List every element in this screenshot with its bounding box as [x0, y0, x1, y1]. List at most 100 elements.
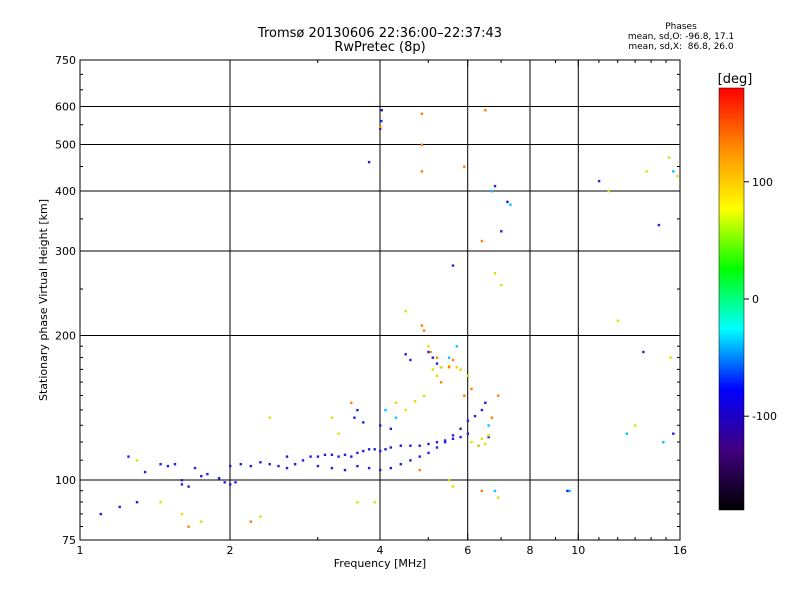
echo-point — [459, 435, 462, 439]
x-tick-label: 16 — [673, 544, 687, 557]
echo-point — [159, 463, 162, 466]
echo-point — [384, 448, 387, 451]
echo-point — [431, 356, 434, 359]
echo-point — [466, 374, 470, 377]
echo-point — [634, 424, 637, 427]
echo-point — [193, 466, 197, 470]
echo-point — [607, 190, 610, 193]
echo-point — [418, 444, 421, 447]
echo-point — [427, 442, 430, 446]
echo-point — [447, 366, 451, 369]
echo-point — [497, 394, 500, 397]
echo-point — [379, 127, 382, 130]
x-axis-label: Frequency [MHz] — [334, 557, 426, 570]
echo-point — [373, 501, 376, 504]
echo-point — [285, 466, 289, 470]
echo-point — [350, 455, 353, 458]
y-tick-label: 100 — [55, 474, 76, 487]
echo-point — [143, 470, 147, 474]
echo-point — [480, 239, 484, 243]
echo-point — [435, 362, 439, 365]
chart-subtitle: RwPretec (8p) — [334, 40, 426, 55]
echo-point — [379, 125, 382, 128]
x-axis: 1 2 4 6 8 10 16 — [77, 60, 687, 557]
echo-point — [451, 434, 455, 437]
echo-point — [487, 435, 490, 439]
echo-point — [470, 387, 473, 391]
echo-point — [316, 455, 320, 458]
echo-point — [223, 481, 226, 484]
echo-point — [625, 432, 628, 435]
echo-point — [180, 483, 184, 486]
echo-point — [435, 374, 439, 377]
echo-point — [490, 416, 493, 419]
echo-point — [455, 366, 458, 369]
echo-point — [356, 464, 359, 468]
echo-point — [435, 446, 439, 449]
echo-point — [135, 459, 139, 462]
echo-point — [420, 112, 424, 115]
echo-point — [356, 501, 359, 504]
echo-point — [200, 474, 203, 478]
chart-title: Tromsø 20130606 22:36:00–22:37:43 — [257, 26, 503, 41]
y-tick-label: 200 — [55, 330, 76, 343]
echo-point — [404, 408, 407, 412]
echo-point — [447, 356, 451, 359]
x-tick-label: 6 — [464, 544, 471, 557]
echo-point — [330, 453, 334, 456]
echo-point — [350, 401, 353, 404]
echo-point — [480, 489, 484, 493]
echo-point — [249, 520, 252, 523]
echo-point — [316, 464, 320, 468]
echo-point — [473, 414, 477, 418]
echo-point — [229, 464, 232, 468]
echo-point — [422, 394, 426, 397]
echo-point — [493, 184, 497, 188]
echo-point — [616, 319, 620, 322]
echo-point — [268, 416, 271, 419]
echo-point — [451, 485, 455, 488]
echo-point — [459, 368, 462, 371]
echo-point — [568, 489, 571, 493]
echo-point — [380, 119, 383, 123]
echo-point — [427, 345, 430, 348]
y-tick-label: 300 — [55, 245, 76, 258]
colorbar-label: [deg] — [718, 72, 753, 87]
echo-point — [394, 416, 398, 419]
echo-point — [293, 463, 297, 466]
echo-point — [455, 345, 458, 348]
echo-point — [217, 477, 221, 480]
echo-point — [447, 479, 451, 482]
echo-point — [497, 496, 500, 499]
echo-point — [389, 466, 392, 470]
echo-point — [309, 455, 312, 458]
x-tick-label: 4 — [377, 544, 384, 557]
echo-point — [285, 455, 289, 458]
echo-point — [229, 483, 232, 486]
echo-point — [420, 143, 424, 146]
echo-point — [389, 427, 392, 430]
echo-point — [373, 448, 376, 451]
echo-point — [676, 175, 679, 178]
echo-point — [470, 441, 473, 444]
echo-point — [173, 463, 177, 466]
echo-point — [323, 453, 327, 456]
echo-point — [484, 401, 487, 404]
echo-point — [427, 451, 430, 455]
echo-point — [427, 350, 430, 354]
echo-point — [337, 455, 340, 458]
plot-grid — [80, 60, 680, 540]
echo-point — [669, 356, 672, 359]
echo-point — [443, 439, 447, 442]
echo-point — [353, 416, 356, 419]
phases-heading: Phases — [665, 22, 697, 32]
y-tick-label: 750 — [55, 54, 76, 67]
echo-point — [380, 109, 383, 112]
echo-point — [500, 283, 503, 287]
echo-point — [249, 464, 252, 468]
echo-point — [420, 170, 424, 173]
echo-point — [99, 512, 102, 516]
echo-point — [451, 437, 455, 440]
y-axis: 75 100 200 300 400 500 600 750 — [55, 54, 680, 547]
echo-point — [418, 455, 421, 458]
